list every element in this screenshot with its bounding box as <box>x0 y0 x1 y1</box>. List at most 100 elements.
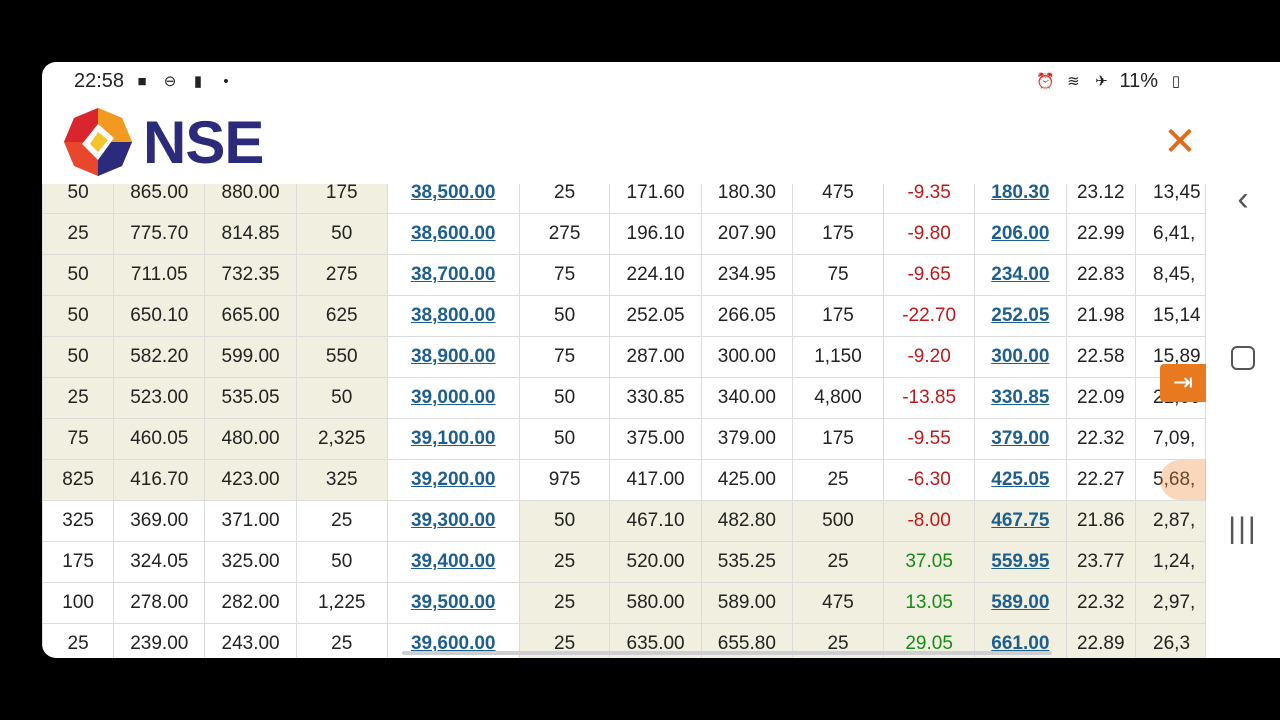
call-bid-qty-cell: 175 <box>42 541 115 583</box>
put-ltp-cell: 559.95 <box>974 541 1067 583</box>
strike-price-link[interactable]: 38,700.00 <box>410 264 496 285</box>
call-bid-cell: 278.00 <box>113 582 206 624</box>
put-ltp-link[interactable]: 467.75 <box>991 510 1050 531</box>
put-ltp-cell: 206.00 <box>974 213 1067 255</box>
put-iv-cell: 23.12 <box>1065 184 1137 214</box>
strike-price-link[interactable]: 39,000.00 <box>410 387 496 408</box>
strike-price-link[interactable]: 39,300.00 <box>410 510 496 531</box>
app-screen: 22:58 ■ ⊖ ▮ • ⏰ ≋ ✈ 11% ▯ NSE ✕ <box>42 62 1280 658</box>
strike-price-link[interactable]: 38,800.00 <box>410 305 496 326</box>
put-bid-cell: 330.85 <box>609 377 702 419</box>
call-ask-qty-cell: 275 <box>295 254 388 296</box>
strike-price-link[interactable]: 38,600.00 <box>410 223 496 244</box>
call-bid-qty-cell: 50 <box>42 336 115 378</box>
strike-price-link[interactable]: 39,100.00 <box>410 428 496 449</box>
put-ltp-link[interactable]: 300.00 <box>991 346 1050 367</box>
put-ltp-link[interactable]: 589.00 <box>991 592 1050 613</box>
put-bid-cell: 252.05 <box>609 295 702 337</box>
put-ask-qty-cell: 500 <box>791 500 885 542</box>
put-ask-qty-cell: 175 <box>791 295 885 337</box>
call-ask-cell: 599.00 <box>204 336 297 378</box>
call-bid-cell: 416.70 <box>113 459 206 501</box>
put-volume-cell: 26,3 <box>1135 623 1206 658</box>
status-bar: 22:58 ■ ⊖ ▮ • ⏰ ≋ ✈ 11% ▯ <box>42 62 1206 100</box>
put-ltp-link[interactable]: 559.95 <box>991 551 1050 572</box>
strike-price-link[interactable]: 39,400.00 <box>410 551 496 572</box>
call-bid-qty-cell: 25 <box>42 623 115 658</box>
put-ltp-link[interactable]: 379.00 <box>991 428 1050 449</box>
call-ask-cell: 535.05 <box>204 377 297 419</box>
put-ask-qty-cell: 175 <box>791 418 885 460</box>
put-ltp-link[interactable]: 252.05 <box>991 305 1050 326</box>
put-volume-cell: 5,68, <box>1135 459 1206 501</box>
put-ltp-link[interactable]: 330.85 <box>991 387 1050 408</box>
call-bid-cell: 582.20 <box>113 336 206 378</box>
recents-button[interactable]: ||| <box>1228 512 1258 545</box>
put-ask-qty-cell: 475 <box>791 184 885 214</box>
back-button[interactable]: ‹ <box>1237 180 1249 218</box>
put-ask-cell: 180.30 <box>700 184 793 214</box>
put-ltp-cell: 467.75 <box>974 500 1067 542</box>
put-ask-cell: 266.05 <box>700 295 793 337</box>
put-bid-qty-cell: 25 <box>518 184 611 214</box>
call-ask-cell: 480.00 <box>204 418 297 460</box>
call-bid-cell: 369.00 <box>113 500 206 542</box>
put-iv-cell: 22.58 <box>1065 336 1137 378</box>
put-ltp-link[interactable]: 180.30 <box>991 184 1050 203</box>
put-ask-qty-cell: 25 <box>791 459 885 501</box>
put-bid-cell: 171.60 <box>609 184 702 214</box>
strike-price-link[interactable]: 39,500.00 <box>410 592 496 613</box>
strike-price-link[interactable]: 38,500.00 <box>410 184 496 203</box>
put-volume-cell: 2,87, <box>1135 500 1206 542</box>
strike-price-cell: 39,000.00 <box>386 377 520 419</box>
put-change-cell: -9.35 <box>883 184 976 214</box>
call-bid-qty-cell: 325 <box>42 500 115 542</box>
home-button[interactable] <box>1206 346 1280 375</box>
put-bid-cell: 520.00 <box>609 541 702 583</box>
call-ask-qty-cell: 25 <box>295 500 388 542</box>
call-bid-qty-cell: 75 <box>42 418 115 460</box>
put-change-cell: 13.05 <box>883 582 976 624</box>
put-ltp-link[interactable]: 234.00 <box>991 264 1050 285</box>
strike-price-cell: 38,500.00 <box>386 184 520 214</box>
put-bid-cell: 417.00 <box>609 459 702 501</box>
strike-price-cell: 38,700.00 <box>386 254 520 296</box>
call-bid-cell: 523.00 <box>113 377 206 419</box>
table-row: 25 523.00 535.05 50 39,000.00 50 330.85 340.00 4… <box>42 377 1206 419</box>
put-ltp-cell: 379.00 <box>974 418 1067 460</box>
table-row: 50 650.10 665.00 625 38,800.00 50 252.05 266.05… <box>42 295 1206 337</box>
put-bid-qty-cell: 50 <box>518 418 611 460</box>
put-ltp-link[interactable]: 425.05 <box>991 469 1050 490</box>
put-ask-cell: 482.80 <box>700 500 793 542</box>
put-iv-cell: 21.86 <box>1065 500 1137 542</box>
put-bid-qty-cell: 75 <box>518 336 611 378</box>
put-ask-qty-cell: 475 <box>791 582 885 624</box>
call-bid-cell: 775.70 <box>113 213 206 255</box>
put-iv-cell: 22.32 <box>1065 582 1137 624</box>
strike-price-link[interactable]: 38,900.00 <box>410 346 496 367</box>
put-ask-cell: 425.00 <box>700 459 793 501</box>
call-ask-qty-cell: 50 <box>295 541 388 583</box>
put-volume-cell: 2,97, <box>1135 582 1206 624</box>
horizontal-scrollbar[interactable] <box>402 651 1052 655</box>
put-ask-cell: 207.90 <box>700 213 793 255</box>
system-nav-bar: ‹ ||| <box>1206 62 1280 658</box>
call-bid-cell: 650.10 <box>113 295 206 337</box>
put-bid-cell: 375.00 <box>609 418 702 460</box>
call-ask-qty-cell: 550 <box>295 336 388 378</box>
put-ltp-link[interactable]: 206.00 <box>991 223 1050 244</box>
put-change-cell: 37.05 <box>883 541 976 583</box>
strike-price-link[interactable]: 39,600.00 <box>410 633 496 654</box>
close-button[interactable]: ✕ <box>1163 120 1197 164</box>
put-ask-qty-cell: 175 <box>791 213 885 255</box>
strike-price-link[interactable]: 39,200.00 <box>410 469 496 490</box>
put-bid-qty-cell: 50 <box>518 500 611 542</box>
put-bid-qty-cell: 75 <box>518 254 611 296</box>
option-chain-table: 50 865.00 880.00 175 38,500.00 25 171.60 180.30… <box>42 184 1206 658</box>
put-iv-cell: 22.83 <box>1065 254 1137 296</box>
call-ask-qty-cell: 50 <box>295 377 388 419</box>
call-ask-qty-cell: 2,325 <box>295 418 388 460</box>
put-ltp-link[interactable]: 661.00 <box>991 633 1050 654</box>
pip-toggle-icon[interactable]: ⇥ <box>1160 364 1206 402</box>
strike-price-cell: 39,300.00 <box>386 500 520 542</box>
